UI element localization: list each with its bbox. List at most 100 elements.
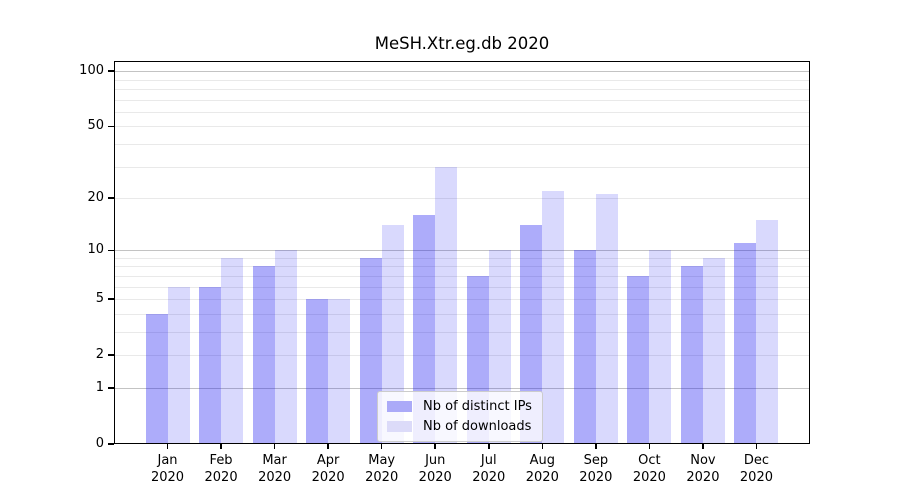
minor-gridline	[114, 166, 810, 168]
x-axis-label: Apr 2020	[298, 452, 358, 486]
x-label-year: 2020	[365, 470, 399, 485]
legend-swatch-distinct-ips	[387, 401, 412, 412]
y-axis-label: 2	[95, 347, 104, 363]
minor-gridline	[114, 111, 810, 113]
minor-gridline	[114, 143, 810, 145]
bar-downloads	[167, 286, 190, 444]
x-label-month: Feb	[209, 453, 233, 468]
bar-downloads	[381, 225, 404, 444]
minor-gridline	[114, 257, 810, 259]
x-axis-tick	[648, 444, 651, 449]
y-axis-label: 1	[95, 379, 104, 395]
x-label-month: Oct	[638, 453, 661, 468]
y-axis-tick	[108, 298, 114, 300]
x-axis-tick	[541, 444, 544, 449]
x-label-month: Dec	[743, 453, 770, 468]
x-label-month: Jul	[480, 453, 497, 468]
minor-gridline	[114, 275, 810, 277]
y-axis-label: 0	[95, 436, 104, 451]
x-axis-tick	[702, 444, 704, 449]
x-label-month: Jun	[425, 453, 446, 468]
minor-gridline	[114, 286, 810, 288]
legend-swatch-downloads	[387, 421, 412, 432]
y-axis-tick	[108, 249, 114, 251]
y-axis-label: 10	[87, 242, 104, 258]
x-label-year: 2020	[632, 470, 666, 485]
x-label-month: Sep	[583, 453, 609, 468]
x-label-month: Nov	[690, 453, 716, 468]
x-axis-tick	[166, 444, 169, 449]
x-axis-label: Feb 2020	[191, 452, 251, 486]
y-axis-label: 50	[87, 118, 104, 134]
major-gridline	[114, 71, 810, 73]
x-label-year: 2020	[686, 470, 720, 485]
x-label-year: 2020	[204, 470, 238, 485]
bar-downloads	[542, 190, 565, 444]
x-axis-label: Nov 2020	[673, 452, 733, 486]
bar-distinct-ips	[359, 257, 382, 444]
chart-title: MeSH.Xtr.eg.db 2020	[374, 34, 550, 53]
x-axis-tick	[488, 444, 490, 449]
bar-downloads	[328, 299, 351, 444]
x-axis-tick	[220, 444, 222, 449]
minor-gridline	[114, 313, 810, 315]
bar-distinct-ips	[306, 299, 329, 444]
legend-row: Nb of downloads	[387, 419, 532, 434]
y-axis-tick	[108, 354, 114, 356]
bar-distinct-ips	[680, 266, 703, 444]
x-axis-label: Jul 2020	[459, 452, 519, 486]
x-label-year: 2020	[739, 470, 773, 485]
x-label-year: 2020	[311, 470, 345, 485]
x-label-month: Jan	[157, 453, 178, 468]
x-axis-label: Mar 2020	[245, 452, 305, 486]
x-label-year: 2020	[418, 470, 452, 485]
minor-gridline	[114, 88, 810, 90]
x-axis-label: Dec 2020	[726, 452, 786, 486]
bar-distinct-ips	[520, 225, 543, 444]
x-axis-tick	[273, 444, 276, 449]
x-label-month: Mar	[262, 453, 287, 468]
x-axis-label: May 2020	[352, 452, 412, 486]
minor-gridline	[114, 355, 810, 357]
x-label-year: 2020	[525, 470, 559, 485]
bar-distinct-ips	[627, 275, 650, 444]
x-axis-label: Oct 2020	[619, 452, 679, 486]
x-label-month: Apr	[316, 453, 340, 468]
x-label-year: 2020	[258, 470, 292, 485]
bar-downloads	[756, 219, 779, 444]
minor-gridline	[114, 331, 810, 333]
bar-distinct-ips	[199, 286, 222, 444]
minor-gridline	[114, 126, 810, 128]
bar-distinct-ips	[252, 266, 275, 444]
bar-distinct-ips	[573, 250, 596, 444]
bar-downloads	[702, 257, 725, 444]
minor-gridline	[114, 266, 810, 268]
x-axis-tick	[380, 444, 383, 449]
x-axis-tick	[434, 444, 436, 449]
legend-row: Nb of distinct IPs	[387, 399, 532, 414]
x-label-year: 2020	[579, 470, 613, 485]
major-gridline	[114, 250, 810, 252]
y-axis-tick	[108, 125, 114, 128]
x-axis-label: Aug 2020	[512, 452, 572, 486]
x-label-month: May	[368, 453, 396, 468]
x-axis-label: Jan 2020	[138, 452, 198, 486]
major-gridline	[114, 387, 810, 389]
minor-gridline	[114, 198, 810, 199]
y-axis-tick	[108, 443, 114, 445]
bar-downloads	[274, 250, 297, 444]
plot-area: Nb of distinct IPs Nb of downloads Jan 202…	[79, 61, 810, 485]
x-axis-tick	[755, 444, 758, 449]
legend-label: Nb of downloads	[423, 419, 532, 434]
x-label-year: 2020	[150, 470, 185, 485]
y-axis-tick	[108, 197, 114, 199]
x-axis-label: Sep 2020	[566, 452, 626, 486]
minor-gridline	[114, 99, 810, 101]
x-axis-tick	[595, 444, 597, 449]
legend: Nb of distinct IPs Nb of downloads	[377, 391, 543, 442]
y-axis-tick	[108, 70, 114, 72]
legend-label: Nb of distinct IPs	[423, 399, 532, 414]
y-axis-label: 5	[95, 291, 104, 307]
bar-downloads	[595, 194, 618, 444]
